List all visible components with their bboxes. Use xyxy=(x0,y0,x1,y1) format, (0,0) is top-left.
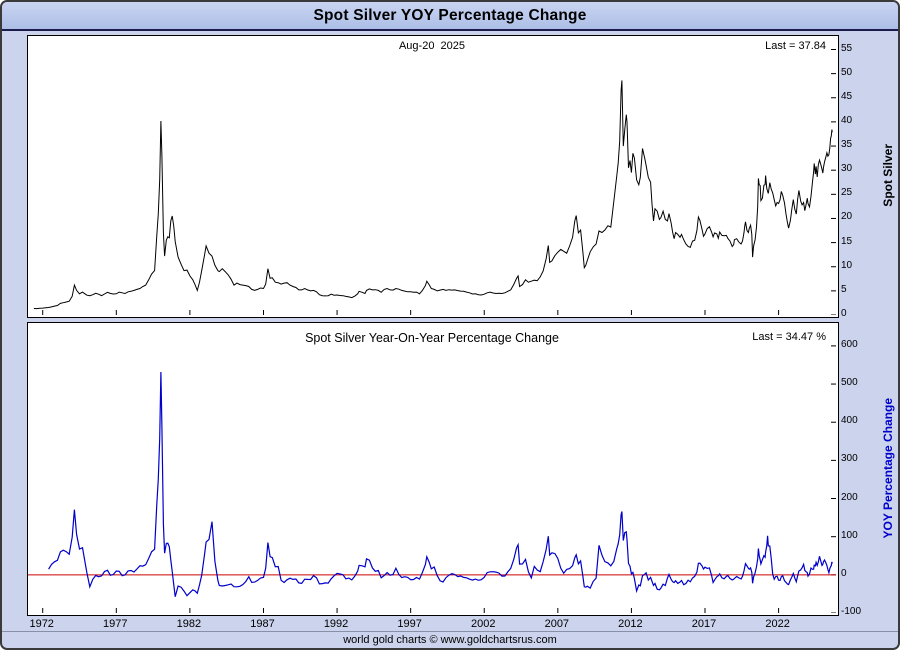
yoy-axis-title-text: YOY Percentage Change xyxy=(881,397,895,539)
window-title: Spot Silver YOY Percentage Change xyxy=(2,2,898,31)
spot-silver-price-chart xyxy=(33,49,836,315)
spot-silver-price-line xyxy=(33,80,833,310)
x-axis-tick-label: 1997 xyxy=(397,618,422,630)
spot-silver-axis-title-text: Spot Silver xyxy=(881,144,895,207)
x-axis-tick-label: 2022 xyxy=(765,618,790,630)
x-axis-tick-label: 2017 xyxy=(691,618,717,630)
x-axis-tick-label: 2012 xyxy=(618,618,643,630)
yoy-chart-title: Spot Silver Year-On-Year Percentage Chan… xyxy=(305,331,559,345)
y-axis-tick-label: 5 xyxy=(841,283,847,295)
x-axis-tick-label: 1972 xyxy=(29,618,54,630)
y-axis-tick-label: 35 xyxy=(841,139,853,151)
y-axis-tick-label: 0 xyxy=(841,567,847,579)
y-axis-tick-label: 45 xyxy=(841,90,853,102)
yoy-axis-title: YOY Percentage Change xyxy=(879,322,897,614)
price-last-value-label: Last = 37.84 xyxy=(765,40,826,52)
x-axis-tick-label: 1982 xyxy=(176,618,202,630)
y-axis-tick-label: 55 xyxy=(841,42,853,54)
footer-credit: world gold charts © www.goldchartsrus.co… xyxy=(343,634,557,646)
yoy-last-value-label: Last = 34.47 % xyxy=(752,331,826,343)
x-axis-tick-label: 2007 xyxy=(544,618,570,630)
y-axis-tick-label: 100 xyxy=(841,529,858,541)
y-axis-tick-label: 200 xyxy=(841,491,858,503)
y-axis-tick-label: -100 xyxy=(841,606,862,617)
y-axis-tick-label: 500 xyxy=(841,377,858,389)
x-axis-tick-label: 1992 xyxy=(323,618,349,630)
chart-date-label: Aug-20 2025 xyxy=(398,40,466,52)
x-axis-tick-label: 1987 xyxy=(250,618,275,630)
x-axis-tick-label: 1977 xyxy=(103,618,128,630)
y-axis-tick-label: 30 xyxy=(841,163,853,175)
y-axis-tick-label: 600 xyxy=(841,338,858,350)
spot-silver-price-panel xyxy=(27,35,839,318)
y-axis-tick-label: 25 xyxy=(841,187,853,199)
y-axis-tick-label: 10 xyxy=(841,259,853,271)
y-axis-tick-label: 0 xyxy=(841,308,847,319)
x-axis-tick-label: 2002 xyxy=(470,618,496,630)
y-axis-tick-label: 20 xyxy=(841,211,853,223)
yoy-change-chart xyxy=(28,345,836,613)
y-axis-tick-label: 15 xyxy=(841,235,853,247)
y-axis-tick-label: 50 xyxy=(841,66,853,78)
footer-divider xyxy=(2,631,898,632)
y-axis-tick-label: 40 xyxy=(841,114,853,126)
yoy-change-panel xyxy=(27,322,839,616)
y-axis-tick-label: 400 xyxy=(841,415,858,427)
y-axis-tick-label: 300 xyxy=(841,453,858,465)
yoy-change-line xyxy=(48,371,833,597)
spot-silver-axis-title: Spot Silver xyxy=(879,35,897,316)
